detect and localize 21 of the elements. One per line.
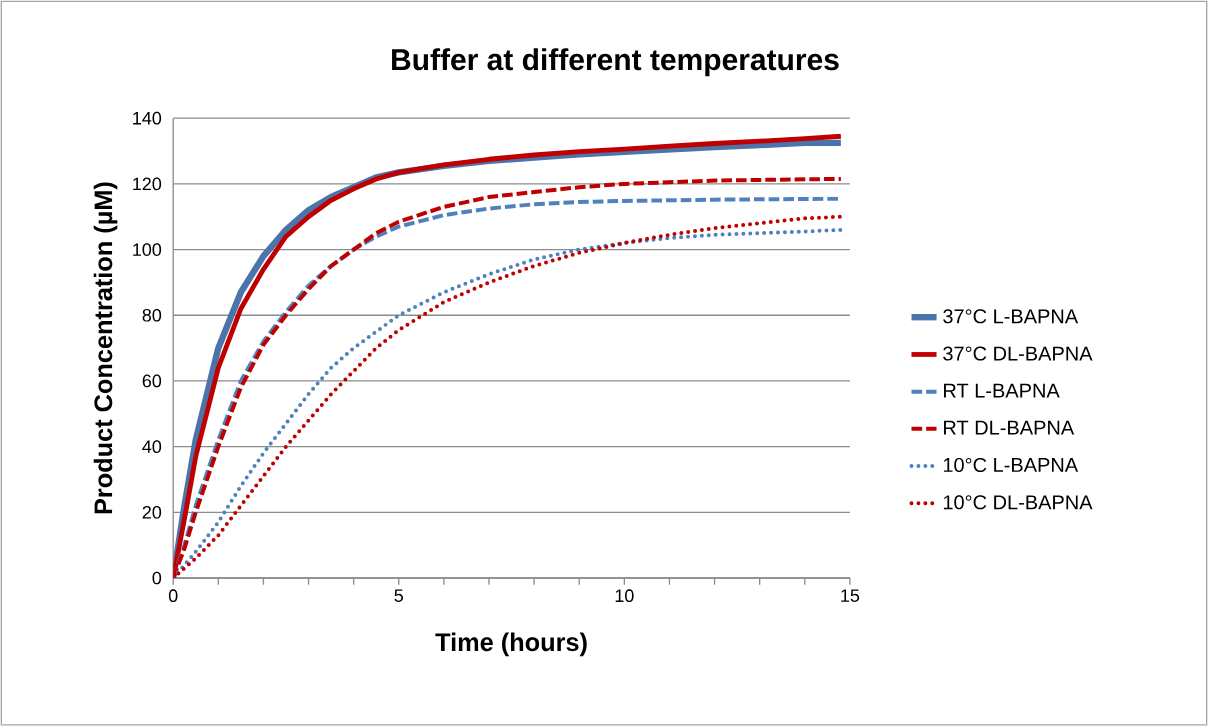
legend-label: 37°C DL-BAPNA <box>943 346 1093 361</box>
x-axis-title: Time (hours) <box>435 632 587 657</box>
legend-label: 10°C L-BAPNA <box>943 457 1079 472</box>
y-tick-label: 80 <box>142 308 162 322</box>
chart-title: Buffer at different temperatures <box>392 48 839 77</box>
y-tick-label: 0 <box>152 571 162 585</box>
legend-label: RT DL-BAPNA <box>944 420 1075 435</box>
y-tick-label: 20 <box>142 505 162 519</box>
x-tick-label: 0 <box>168 589 178 603</box>
legend-label: 10°C DL-BAPNA <box>943 495 1093 510</box>
x-tick-label: 15 <box>841 589 860 602</box>
y-axis-title: Product Concentration (µM) <box>93 182 118 514</box>
y-tick-label: 40 <box>142 440 162 453</box>
y-tick-label: 140 <box>133 111 162 125</box>
legend-label: 37°C L-BAPNA <box>943 309 1079 324</box>
legend-label: RT L-BAPNA <box>944 383 1060 398</box>
x-tick-label: 10 <box>615 589 634 603</box>
y-tick-label: 100 <box>133 243 162 256</box>
y-tick-label: 120 <box>133 177 162 191</box>
y-tick-label: 60 <box>142 374 162 388</box>
x-tick-label: 5 <box>394 589 404 602</box>
